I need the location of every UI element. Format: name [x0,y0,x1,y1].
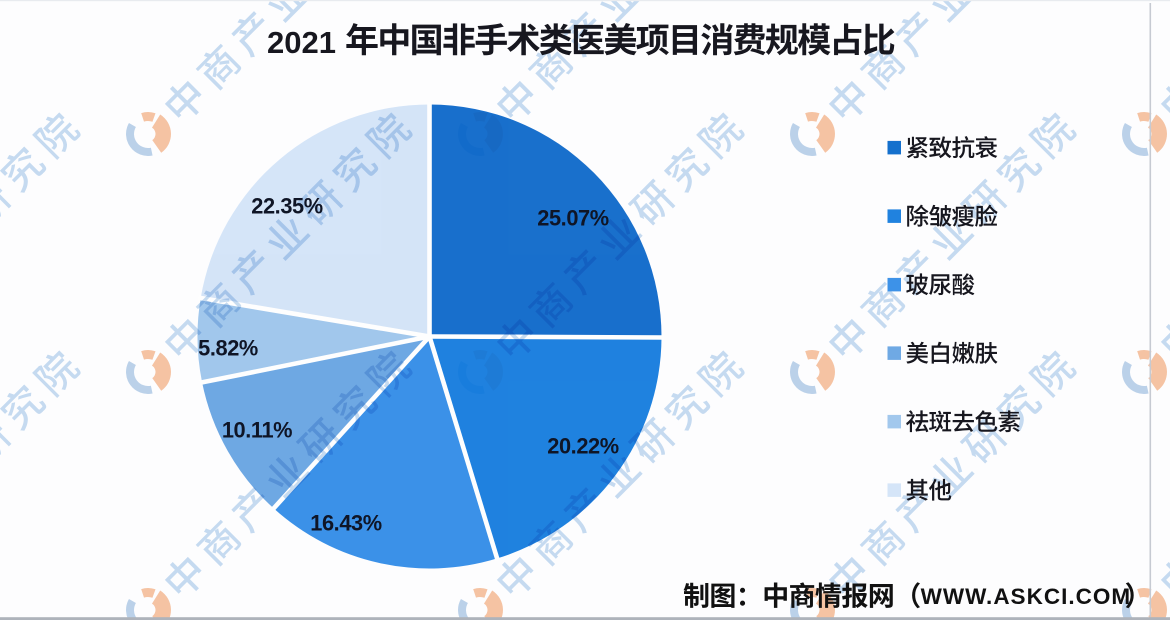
svg-text:16.43%: 16.43% [310,511,382,536]
svg-text:2021: 2021 [267,25,336,60]
svg-text:22.35%: 22.35% [251,194,323,219]
svg-text:25.07%: 25.07% [537,206,609,231]
svg-text:WWW.ASKCI.COM: WWW.ASKCI.COM [921,584,1131,609]
svg-text:10.11%: 10.11% [222,418,292,443]
svg-text:5.82%: 5.82% [198,336,258,361]
svg-text:20.22%: 20.22% [547,434,619,459]
